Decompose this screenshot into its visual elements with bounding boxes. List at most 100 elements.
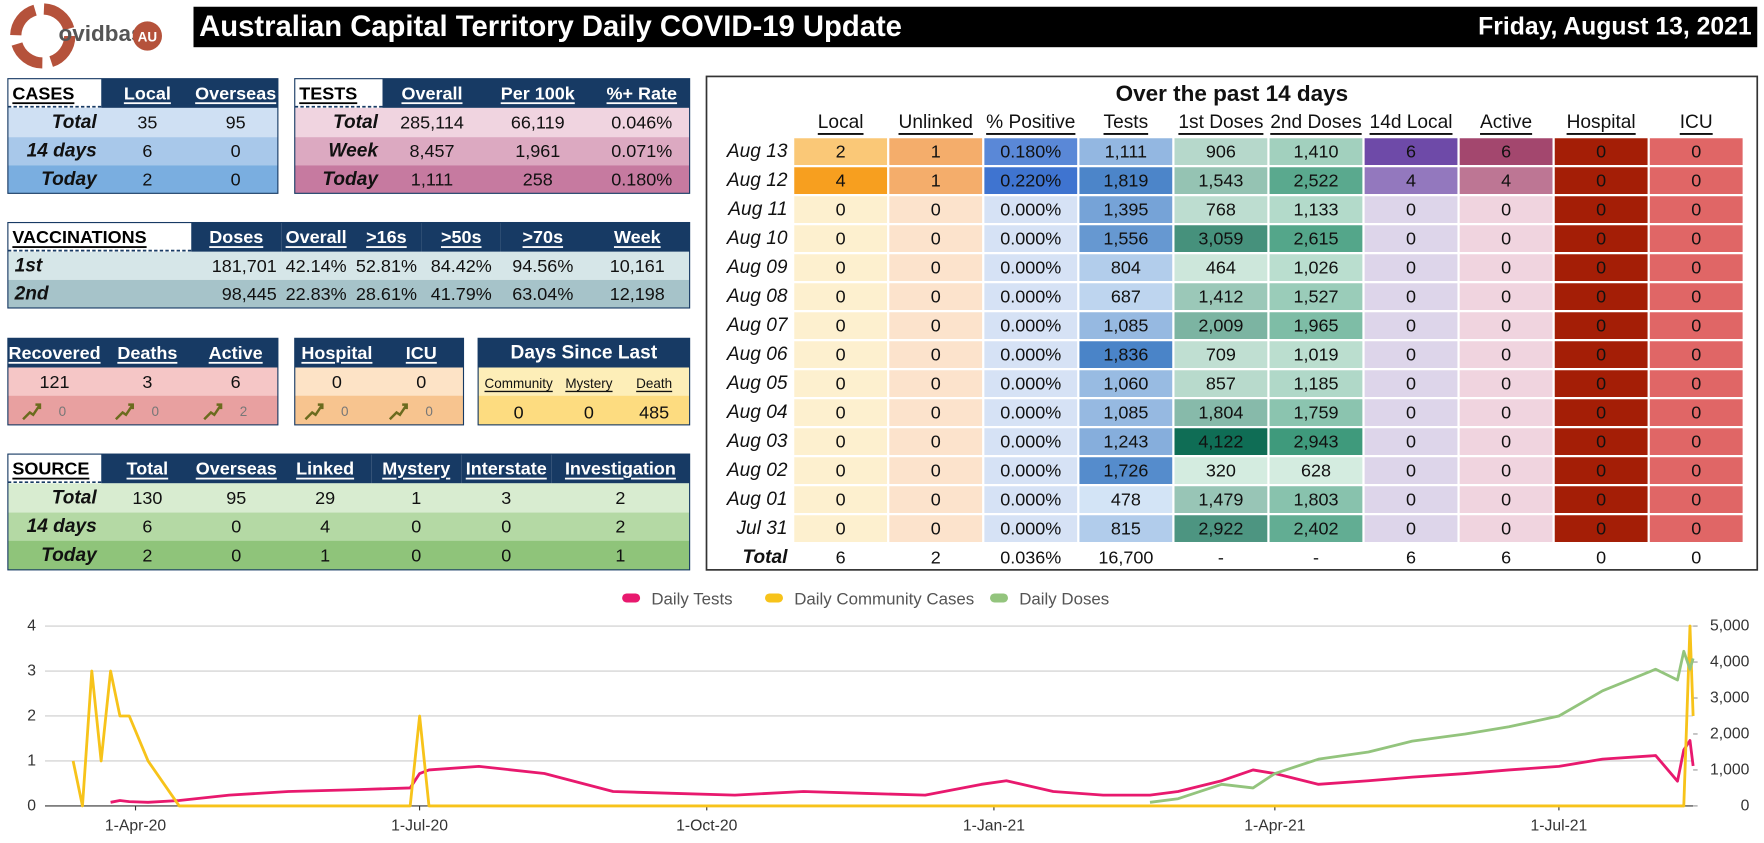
column-header: Tests [1104,112,1149,133]
heat-cell [794,399,888,426]
header-text: Hospital [301,343,372,363]
heat-cell [1079,515,1173,542]
panel-title: Over the past 14 days [1116,81,1349,106]
cell-text: 0 [836,374,846,394]
cell-text: 0 [1501,374,1511,394]
heat-cell [1649,283,1743,310]
cell-text: 0 [1501,345,1511,365]
heat-cell [1459,341,1553,368]
cell-text: 0.180% [611,169,672,189]
heat-cell [1649,370,1743,397]
cell-text: 0 [1691,200,1701,220]
heat-cell [794,312,888,339]
cell-text: 16,700 [1098,548,1153,568]
column-header: Unlinked [899,112,973,133]
cell-text: 0 [1596,548,1606,568]
cell-text: 0 [836,490,846,510]
heat-cell [1459,399,1553,426]
cell-text: 8,457 [409,141,454,161]
cell-text: 0.000% [1000,403,1061,423]
cell-text: 709 [1206,345,1236,365]
heat-cell [1269,138,1363,166]
value: 3 [142,372,152,392]
header-cell [500,222,585,252]
cell-text: 0 [931,374,941,394]
box-border [7,337,279,426]
heat-cell [1649,225,1743,253]
heat-cell [794,428,888,455]
heat-cell [1649,167,1743,195]
row [7,137,278,166]
page-title: Australian Capital Territory Daily COVID… [199,11,902,43]
cell-text: 4,122 [1198,432,1243,452]
heat-cell [1554,196,1648,224]
cell-text: 1,965 [1293,316,1338,336]
heat-cell [1554,225,1648,253]
cell-text: 0 [1501,200,1511,220]
header-text: >70s [523,227,564,247]
sub-header: Mystery [565,376,612,391]
y2-tick-label: 1,000 [1710,761,1750,778]
cell-text: 0.000% [1000,374,1061,394]
cell-text: 12,198 [610,284,665,304]
heat-cell [794,457,888,484]
row-date: Aug 12 [726,170,788,191]
heat-cell [1649,341,1743,368]
heat-cell [1079,457,1173,484]
cell-text: 0 [231,545,241,565]
header-cell [551,454,690,484]
column-header: ICU [1680,112,1713,133]
cell-text: 0 [931,287,941,307]
cell-text: 1 [411,488,421,508]
heat-cell [1174,138,1268,166]
trend-icon [203,403,223,421]
header-cell [294,78,383,108]
cell-text: 0 [1406,461,1416,481]
heat-cell [1079,167,1173,195]
heat-cell [984,515,1078,542]
cell-text: 0 [1596,403,1606,423]
row-label: 14 days [27,516,97,537]
cell-text: 0 [1596,316,1606,336]
header-cell [382,78,482,108]
cell-text: 2,522 [1293,171,1338,191]
cell-text: 4 [1406,171,1416,191]
series-line [110,739,1695,804]
header-cell [481,78,594,108]
cell-text: 94.56% [512,256,573,276]
heat-cell [1174,341,1268,368]
heat-cell [794,515,888,542]
header-cell [7,454,102,484]
cell-text: 628 [1301,461,1331,481]
series-line [1149,649,1695,804]
heat-cell [889,428,983,455]
legend-swatch [990,593,1008,603]
heat-cell [1079,341,1173,368]
column-header: % Positive [986,112,1075,133]
cell-text: 0.000% [1000,345,1061,365]
row [294,395,464,425]
heat-cell [889,312,983,339]
cell-text: 857 [1206,374,1236,394]
x-tick-label: 1-Jul-20 [391,818,448,835]
heat-cell [794,283,888,310]
heat-cell [794,196,888,224]
cell-text: 10,161 [610,256,665,276]
heat-cell [1554,428,1648,455]
cell-text: 22.83% [286,284,347,304]
cell-text: 1,085 [1103,403,1148,423]
header-cell [7,78,102,108]
cell-text: 6 [836,548,846,568]
column-header: 1st Doses [1178,112,1263,133]
cell-text: 1,085 [1103,316,1148,336]
heat-cell [1554,370,1648,397]
cell-text: 0.000% [1000,519,1061,539]
cell-text: 181,701 [212,256,277,276]
value: 0 [416,372,426,392]
row [7,540,690,570]
cell-text: 0 [501,517,511,537]
heat-cell [1269,167,1363,195]
row [7,395,278,425]
cell-text: 0.000% [1000,316,1061,336]
column-header: 14d Local [1370,112,1453,133]
